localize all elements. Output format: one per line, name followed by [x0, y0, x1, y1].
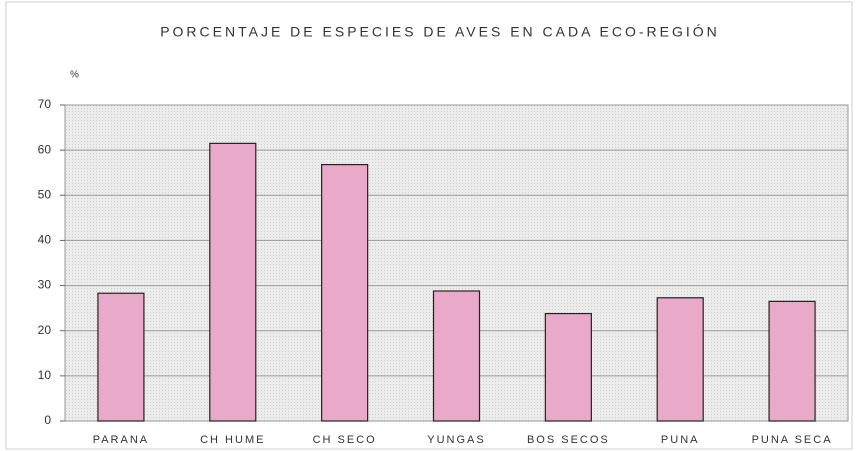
- x-tick-label: PARANA: [93, 434, 149, 446]
- x-tick-label: CH SECO: [313, 434, 377, 446]
- chart-title: PORCENTAJE DE ESPECIES DE AVES EN CADA E…: [160, 24, 720, 40]
- y-axis-label: %: [70, 70, 79, 81]
- x-tick-label: BOS SECOS: [527, 434, 610, 446]
- x-tick-label: PUNA: [661, 434, 700, 446]
- bar: [768, 300, 816, 422]
- y-tick-label: 10: [38, 368, 52, 382]
- y-tick-label: 30: [38, 278, 52, 292]
- y-tick-label: 0: [44, 413, 51, 427]
- y-tick-label: 50: [38, 187, 52, 201]
- y-tick-label: 40: [38, 233, 52, 247]
- y-tick-label: 60: [38, 142, 52, 156]
- x-tick-label: YUNGAS: [427, 434, 485, 446]
- y-tick-label: 20: [38, 323, 52, 337]
- bar: [544, 312, 592, 422]
- y-tick-label: 70: [38, 97, 52, 111]
- bar: [209, 142, 257, 422]
- bar: [321, 163, 369, 422]
- bar: [432, 290, 481, 422]
- x-tick-label: PUNA SECA: [752, 434, 833, 446]
- bar: [97, 292, 145, 422]
- x-tick-label: CH HUME: [200, 434, 265, 446]
- bar: [656, 297, 704, 422]
